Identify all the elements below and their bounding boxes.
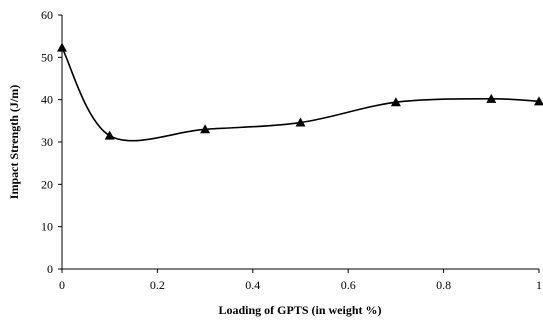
series-line [61,47,540,142]
data-point-marker [390,97,401,107]
x-tick-label: 0.4 [245,278,260,292]
y-axis-title: Impact Strength (J/m) [7,85,21,199]
x-tick-label: 0 [59,278,65,292]
x-tick-label: 0.8 [436,278,451,292]
markers-layer [57,42,543,140]
x-tick-label: 0.6 [341,278,356,292]
y-tick-label: 0 [47,262,53,276]
y-tick-label: 30 [41,135,53,149]
y-tick-label: 50 [41,50,53,64]
y-tick-label: 20 [41,177,53,191]
data-point-marker [486,93,497,103]
data-point-marker [200,124,211,134]
x-axis-title: Loading of GPTS (in weight %) [218,303,381,317]
data-point-marker [104,130,115,140]
y-tick-label: 10 [41,220,53,234]
ticks-layer: 0 10 20 30 40 50 60 0 0.2 0.4 0.6 0.8 1 [41,8,542,292]
y-tick-label: 60 [41,8,53,22]
data-point-marker [534,96,543,106]
data-point-marker [295,117,306,127]
y-tick-label: 40 [41,93,53,107]
x-tick-label: 1 [536,278,542,292]
x-tick-label: 0.2 [150,278,165,292]
